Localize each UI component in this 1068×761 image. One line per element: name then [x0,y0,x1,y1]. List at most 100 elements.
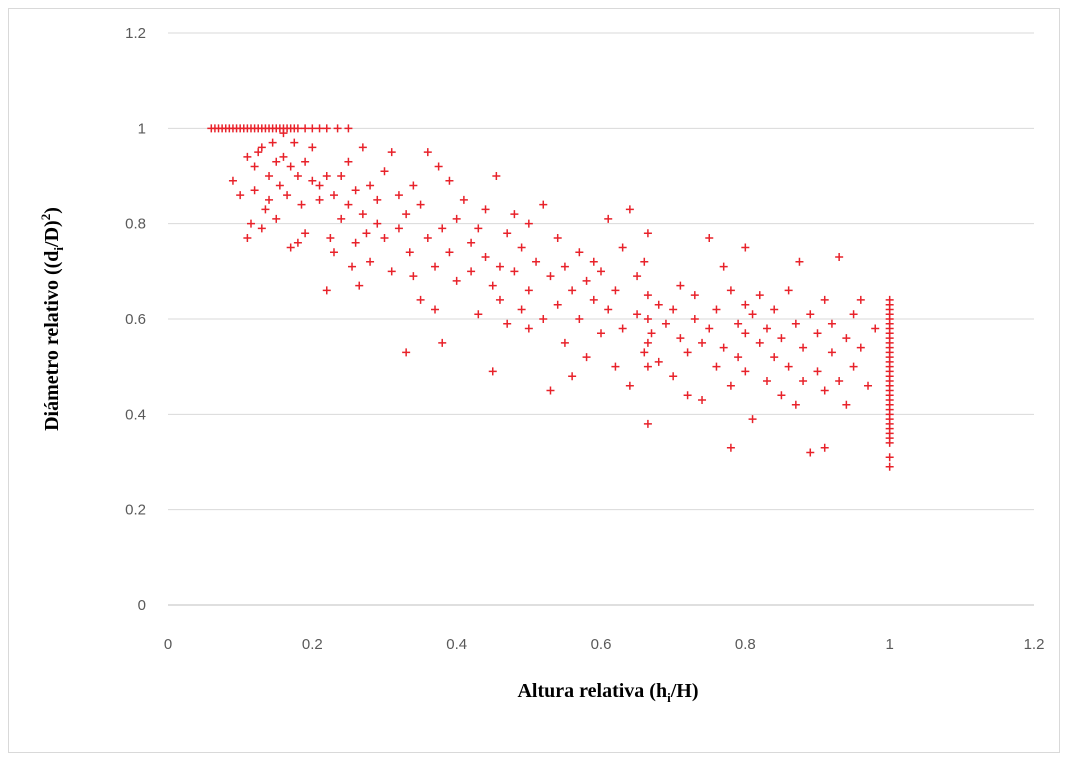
data-point [337,172,346,180]
data-point [734,319,743,328]
data-point [546,272,555,281]
data-point [344,200,353,209]
data-point [272,214,281,223]
data-point [326,233,335,242]
data-point [293,172,302,180]
data-point [492,172,501,180]
data-point [885,462,894,471]
data-point [358,143,367,152]
data-point [445,248,454,257]
data-point [261,205,270,214]
gridlines [168,32,1034,606]
data-point [643,315,652,323]
data-point [286,162,295,171]
data-point [510,267,519,276]
data-point [654,300,663,309]
data-point [683,391,692,400]
data-point [438,338,447,347]
data-point [705,233,714,242]
data-point [246,219,255,228]
data-point [405,248,414,257]
data-point [366,181,375,190]
x-tick-label: 1.2 [1024,636,1045,653]
data-point [582,276,591,285]
data-point [275,181,284,190]
x-tick-label: 0.6 [591,636,612,653]
data-point [333,124,342,133]
data-point [589,295,598,304]
data-point [820,443,829,452]
data-point [698,396,707,405]
data-point [726,381,735,390]
data-point [864,381,873,390]
data-point [820,386,829,395]
data-point [243,233,252,242]
data-point [625,205,634,214]
data-point [719,262,728,271]
data-point [741,300,750,309]
data-point [387,267,396,276]
data-point [297,200,306,209]
data-point [474,224,483,233]
data-point [633,310,642,319]
data-point [705,324,714,333]
data-point [337,214,346,223]
data-point [640,348,649,357]
data-point [257,143,266,152]
data-point [698,338,707,347]
x-tick-labels: 0 0.2 0.4 0.6 0.8 1 1.2 [164,636,1045,653]
data-point [748,310,757,319]
data-point [322,172,331,180]
data-point [726,443,735,452]
data-point [503,229,512,238]
data-point [315,181,324,190]
data-point [784,286,793,295]
y-tick-label: 0.4 [125,406,146,423]
data-point [351,186,360,195]
data-point [640,257,649,266]
data-point [690,315,699,323]
data-point [643,291,652,300]
data-point [856,343,865,352]
data-point [770,305,779,314]
data-point [795,257,804,266]
data-point [438,224,447,233]
data-point [495,262,504,271]
data-point [654,357,663,366]
x-axis-title: Altura relativa (hi/H) [517,680,698,705]
data-point [387,148,396,157]
data-point [452,214,461,223]
data-point [517,305,526,314]
data-point [560,338,569,347]
y-tick-label: 1.2 [125,25,146,42]
data-point [250,162,259,171]
data-point [560,262,569,271]
data-point [283,191,292,200]
data-point [777,334,786,343]
data-point [741,367,750,376]
data-point [279,152,288,161]
data-point [647,329,656,338]
data-point [452,276,461,285]
data-point [416,200,425,209]
chart-frame [8,8,1060,753]
data-point [495,295,504,304]
data-point [257,224,266,233]
data-point [474,310,483,319]
data-point [308,124,317,133]
x-tick-label: 0.8 [735,636,756,653]
data-point [755,291,764,300]
data-point [643,338,652,347]
data-point [373,219,382,228]
y-tick-label: 1 [138,120,146,137]
data-point [669,372,678,381]
data-point [820,295,829,304]
data-point [423,233,432,242]
data-point [553,233,562,242]
y-tick-label: 0.2 [125,502,146,519]
data-point [380,233,389,242]
data-point [265,195,274,204]
data-point [849,362,858,371]
data-point [362,229,371,238]
